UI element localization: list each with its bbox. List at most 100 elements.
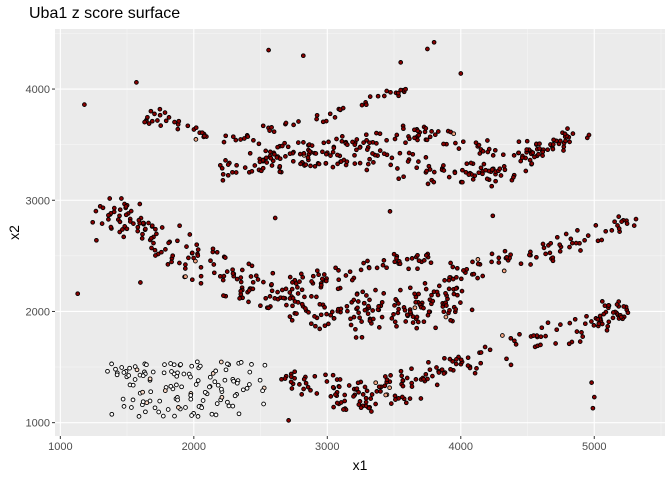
data-point	[483, 167, 489, 173]
data-point	[149, 223, 155, 229]
data-point	[301, 140, 306, 145]
data-point	[472, 173, 478, 179]
data-point	[249, 168, 255, 174]
data-point	[195, 378, 201, 383]
data-point	[233, 137, 239, 143]
data-point	[330, 372, 336, 378]
data-point	[310, 273, 316, 279]
data-point	[158, 123, 164, 128]
data-point	[364, 147, 370, 152]
data-point	[364, 293, 369, 298]
data-point	[459, 288, 465, 294]
data-point	[575, 228, 580, 233]
data-point	[378, 389, 383, 394]
data-point	[269, 125, 274, 130]
data-point	[117, 219, 123, 225]
data-point	[374, 265, 380, 271]
data-point	[573, 240, 579, 246]
data-point	[361, 260, 366, 266]
data-point	[361, 300, 367, 306]
data-point	[312, 314, 317, 319]
data-point	[474, 366, 479, 371]
data-point	[392, 303, 397, 308]
data-point	[186, 255, 191, 261]
data-point	[354, 137, 360, 142]
data-point	[342, 392, 348, 398]
data-point	[606, 319, 612, 325]
data-point	[551, 137, 556, 143]
data-point	[392, 259, 398, 265]
data-point	[337, 377, 343, 382]
data-point	[224, 269, 230, 274]
data-point	[309, 294, 314, 299]
data-point	[508, 335, 514, 341]
data-point	[309, 143, 315, 148]
data-point	[584, 313, 589, 319]
data-point	[370, 316, 376, 322]
data-point	[225, 162, 231, 167]
data-point	[319, 276, 325, 282]
data-point	[200, 398, 206, 403]
data-point	[109, 411, 115, 417]
data-point	[367, 318, 373, 324]
data-point	[497, 166, 503, 172]
data-point	[263, 155, 269, 161]
data-point	[400, 383, 406, 389]
data-point	[120, 227, 125, 232]
data-point	[207, 374, 213, 380]
data-point	[295, 291, 301, 296]
data-point	[261, 279, 266, 285]
data-point	[557, 248, 563, 254]
data-point	[595, 316, 601, 322]
data-point	[404, 312, 410, 318]
data-point	[541, 245, 547, 251]
data-point	[415, 128, 421, 134]
data-point	[547, 250, 553, 256]
data-point	[574, 329, 580, 334]
data-point	[327, 111, 333, 117]
data-point	[469, 307, 475, 313]
data-point	[369, 409, 374, 414]
data-point	[414, 165, 420, 171]
data-point	[493, 178, 498, 184]
data-point	[367, 297, 372, 303]
data-point	[572, 316, 578, 322]
data-point	[323, 160, 329, 166]
data-point	[368, 396, 374, 401]
data-point	[376, 304, 381, 309]
data-point	[394, 323, 399, 329]
data-point	[578, 248, 583, 253]
data-point	[365, 311, 371, 317]
data-point	[593, 223, 599, 228]
data-point	[293, 281, 299, 286]
outlier-point	[591, 394, 597, 400]
data-point	[603, 228, 609, 234]
data-point	[106, 217, 111, 222]
data-point	[129, 405, 134, 410]
data-point	[124, 226, 130, 232]
data-point	[290, 280, 295, 285]
data-point	[152, 111, 157, 117]
data-point	[388, 89, 393, 95]
data-point	[412, 291, 417, 297]
data-point	[208, 258, 213, 264]
data-point	[334, 136, 339, 142]
data-point	[149, 118, 155, 124]
data-point	[197, 363, 203, 369]
data-point	[381, 151, 387, 157]
data-point	[188, 374, 193, 380]
data-point	[397, 150, 403, 156]
outlier-point	[387, 209, 393, 214]
data-point	[369, 392, 375, 397]
data-point	[277, 156, 283, 162]
data-point	[416, 258, 422, 264]
grid-lines	[55, 29, 665, 436]
data-point	[403, 400, 409, 406]
data-point	[492, 147, 498, 153]
data-point	[427, 167, 433, 172]
data-point	[484, 176, 490, 182]
data-point	[287, 274, 293, 280]
data-point	[470, 177, 476, 182]
data-point	[290, 158, 296, 164]
data-point	[295, 284, 300, 290]
